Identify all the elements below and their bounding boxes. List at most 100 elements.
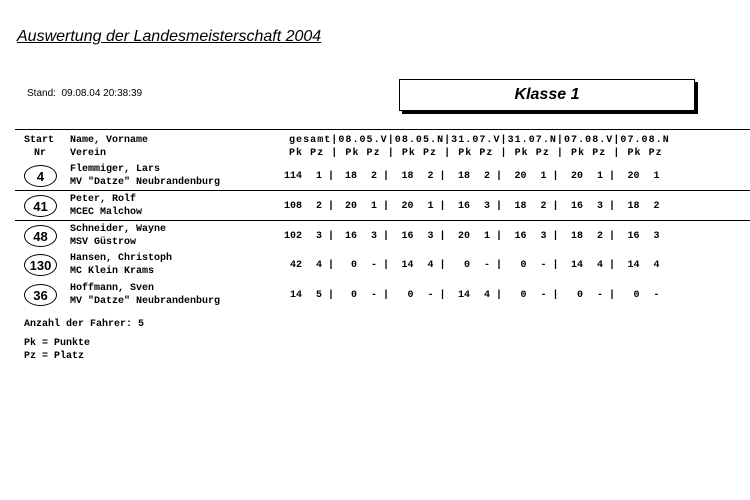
header-name: Name, Vorname <box>70 135 149 146</box>
column-separator: | <box>552 171 559 182</box>
points-cell: 20 <box>457 231 470 242</box>
place-cell: 3 <box>540 231 547 242</box>
points-cell: 108 <box>283 201 302 212</box>
place-cell: - <box>483 260 490 271</box>
column-separator: | <box>383 201 390 212</box>
place-cell: 2 <box>427 171 434 182</box>
points-cell: 20 <box>514 171 527 182</box>
header-subcolumns: Pk Pz | Pk Pz | Pk Pz | Pk Pz | Pk Pz | … <box>289 148 663 159</box>
column-separator: | <box>328 260 335 271</box>
column-separator: | <box>439 290 446 301</box>
place-cell: 3 <box>315 231 322 242</box>
place-cell: 1 <box>427 201 434 212</box>
column-separator: | <box>496 171 503 182</box>
column-separator: | <box>609 201 616 212</box>
column-separator: | <box>439 201 446 212</box>
column-separator: | <box>609 171 616 182</box>
header-nr: Nr <box>34 148 47 159</box>
place-cell: 1 <box>596 171 603 182</box>
points-cell: 16 <box>344 231 357 242</box>
column-separator: | <box>609 260 616 271</box>
points-cell: 0 <box>407 290 414 301</box>
points-cell: 18 <box>570 231 583 242</box>
points-cell: 0 <box>463 260 470 271</box>
column-separator: | <box>496 290 503 301</box>
header-columns: gesamt|08.05.V|08.05.N|31.07.V|31.07.N|0… <box>289 135 670 146</box>
points-cell: 18 <box>401 171 414 182</box>
place-cell: - <box>370 290 377 301</box>
place-cell: 4 <box>427 260 434 271</box>
column-separator: | <box>439 231 446 242</box>
row-divider <box>15 190 750 191</box>
points-cell: 0 <box>350 290 357 301</box>
points-cell: 20 <box>627 171 640 182</box>
place-cell: 3 <box>370 231 377 242</box>
place-cell: 1 <box>370 201 377 212</box>
points-cell: 102 <box>283 231 302 242</box>
column-separator: | <box>496 201 503 212</box>
column-separator: | <box>609 290 616 301</box>
place-cell: 3 <box>427 231 434 242</box>
column-separator: | <box>383 231 390 242</box>
place-cell: 4 <box>315 260 322 271</box>
place-cell: 2 <box>596 231 603 242</box>
legend-pz: Pz = Platz <box>24 351 85 362</box>
column-separator: | <box>609 231 616 242</box>
points-cell: 0 <box>350 260 357 271</box>
column-separator: | <box>328 231 335 242</box>
driver-name: Peter, Rolf <box>70 194 137 205</box>
place-cell: - <box>596 290 603 301</box>
points-cell: 42 <box>289 260 302 271</box>
place-cell: 4 <box>653 260 660 271</box>
column-separator: | <box>496 260 503 271</box>
column-separator: | <box>552 260 559 271</box>
points-cell: 14 <box>457 290 470 301</box>
driver-name: Flemmiger, Lars <box>70 164 161 175</box>
timestamp: Stand: 09.08.04 20:38:39 <box>27 88 143 99</box>
column-separator: | <box>328 171 335 182</box>
column-separator: | <box>383 260 390 271</box>
place-cell: - <box>427 290 434 301</box>
start-number-badge: 4 <box>24 165 57 187</box>
points-cell: 16 <box>570 201 583 212</box>
points-cell: 18 <box>627 201 640 212</box>
points-cell: 20 <box>570 171 583 182</box>
column-separator: | <box>383 171 390 182</box>
place-cell: - <box>370 260 377 271</box>
place-cell: - <box>540 290 547 301</box>
points-cell: 0 <box>520 260 527 271</box>
points-cell: 14 <box>289 290 302 301</box>
place-cell: 4 <box>596 260 603 271</box>
divider <box>15 129 750 130</box>
points-cell: 114 <box>283 171 302 182</box>
place-cell: 2 <box>653 201 660 212</box>
column-separator: | <box>552 201 559 212</box>
points-cell: 20 <box>401 201 414 212</box>
driver-club: MCEC Malchow <box>70 207 143 218</box>
row-divider <box>15 220 750 221</box>
points-cell: 16 <box>514 231 527 242</box>
points-cell: 14 <box>401 260 414 271</box>
points-cell: 0 <box>576 290 583 301</box>
header-verein: Verein <box>70 148 107 159</box>
driver-name: Schneider, Wayne <box>70 224 167 235</box>
place-cell: 4 <box>483 290 490 301</box>
driver-name: Hoffmann, Sven <box>70 283 155 294</box>
driver-club: MV "Datze" Neubrandenburg <box>70 177 221 188</box>
column-separator: | <box>328 201 335 212</box>
points-cell: 18 <box>514 201 527 212</box>
place-cell: 1 <box>315 171 322 182</box>
place-cell: 2 <box>370 171 377 182</box>
place-cell: 2 <box>483 171 490 182</box>
points-cell: 0 <box>633 290 640 301</box>
driver-club: MSV Güstrow <box>70 237 137 248</box>
points-cell: 16 <box>401 231 414 242</box>
place-cell: - <box>653 290 660 301</box>
points-cell: 14 <box>570 260 583 271</box>
column-separator: | <box>383 290 390 301</box>
column-separator: | <box>552 231 559 242</box>
driver-club: MV "Datze" Neubrandenburg <box>70 296 221 307</box>
report-title: Auswertung der Landesmeisterschaft 2004 <box>17 28 322 45</box>
place-cell: 3 <box>653 231 660 242</box>
